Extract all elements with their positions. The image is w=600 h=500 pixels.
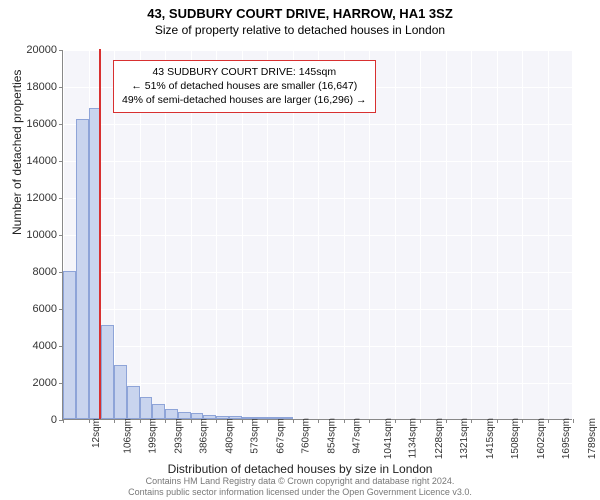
tick-x bbox=[140, 419, 141, 423]
histogram-bar bbox=[127, 386, 140, 419]
x-tick-label: 1134sqm bbox=[407, 418, 418, 458]
histogram-bar bbox=[242, 417, 255, 419]
x-tick-label: 760sqm bbox=[301, 418, 312, 454]
histogram-bar bbox=[203, 415, 216, 419]
histogram-bar bbox=[63, 271, 76, 419]
tick-x bbox=[446, 419, 447, 423]
tick-x bbox=[522, 419, 523, 423]
x-tick-label: 1695sqm bbox=[561, 418, 572, 459]
gridline-v bbox=[573, 50, 574, 419]
tick-x bbox=[420, 419, 421, 423]
histogram-bar bbox=[254, 417, 267, 419]
gridline-v bbox=[446, 50, 447, 419]
x-tick-label: 1228sqm bbox=[434, 418, 445, 459]
tick-x bbox=[395, 419, 396, 423]
histogram-bar bbox=[178, 412, 191, 419]
gridline-v bbox=[548, 50, 549, 419]
x-tick-label: 1041sqm bbox=[383, 418, 394, 459]
x-tick-label: 667sqm bbox=[275, 418, 286, 454]
histogram-bar bbox=[152, 404, 165, 419]
tick-x bbox=[267, 419, 268, 423]
x-tick-label: 1602sqm bbox=[536, 418, 547, 459]
y-tick-label: 20000 bbox=[9, 44, 57, 56]
gridline-v bbox=[522, 50, 523, 419]
y-tick-label: 8000 bbox=[9, 266, 57, 278]
annotation-line: 49% of semi-detached houses are larger (… bbox=[122, 93, 367, 107]
x-tick-label: 573sqm bbox=[250, 418, 261, 454]
x-tick-label: 106sqm bbox=[122, 418, 133, 454]
tick-x bbox=[216, 419, 217, 423]
y-tick-label: 6000 bbox=[9, 303, 57, 315]
x-tick-label: 947sqm bbox=[352, 418, 363, 454]
x-tick-label: 12sqm bbox=[91, 418, 102, 448]
tick-x bbox=[114, 419, 115, 423]
x-tick-label: 1508sqm bbox=[510, 418, 521, 459]
histogram-bar bbox=[191, 413, 204, 419]
tick-x bbox=[318, 419, 319, 423]
y-axis-title: Number of detached properties bbox=[10, 70, 24, 235]
page-subtitle: Size of property relative to detached ho… bbox=[0, 21, 600, 37]
x-tick-label: 1321sqm bbox=[459, 418, 470, 459]
histogram-plot: 0200040006000800010000120001400016000180… bbox=[62, 50, 572, 420]
x-tick-label: 199sqm bbox=[148, 418, 159, 454]
histogram-bar bbox=[165, 409, 178, 419]
gridline-v bbox=[395, 50, 396, 419]
tick-x bbox=[471, 419, 472, 423]
x-tick-label: 386sqm bbox=[199, 418, 210, 454]
histogram-bar bbox=[216, 416, 229, 419]
x-axis-title: Distribution of detached houses by size … bbox=[0, 462, 600, 476]
property-annotation: 43 SUDBURY COURT DRIVE: 145sqm← 51% of d… bbox=[113, 60, 376, 113]
y-tick-label: 18000 bbox=[9, 81, 57, 93]
tick-x bbox=[369, 419, 370, 423]
y-tick-label: 0 bbox=[9, 414, 57, 426]
y-tick-label: 2000 bbox=[9, 377, 57, 389]
gridline-v bbox=[497, 50, 498, 419]
tick-x bbox=[165, 419, 166, 423]
tick-x bbox=[191, 419, 192, 423]
tick-x bbox=[497, 419, 498, 423]
y-tick-label: 14000 bbox=[9, 155, 57, 167]
x-tick-label: 480sqm bbox=[224, 418, 235, 454]
annotation-line: 43 SUDBURY COURT DRIVE: 145sqm bbox=[122, 65, 367, 79]
histogram-bar bbox=[76, 119, 89, 419]
tick-x bbox=[293, 419, 294, 423]
histogram-bar bbox=[267, 417, 280, 419]
footer-line-2: Contains public sector information licen… bbox=[0, 487, 600, 498]
footer-attribution: Contains HM Land Registry data © Crown c… bbox=[0, 476, 600, 498]
histogram-bar bbox=[140, 397, 153, 419]
gridline-v bbox=[420, 50, 421, 419]
x-tick-label: 293sqm bbox=[173, 418, 184, 454]
histogram-bar bbox=[114, 365, 127, 419]
tick-x bbox=[573, 419, 574, 423]
gridline-v bbox=[471, 50, 472, 419]
y-tick-label: 16000 bbox=[9, 118, 57, 130]
tick-x bbox=[548, 419, 549, 423]
tick-x bbox=[344, 419, 345, 423]
y-tick-label: 10000 bbox=[9, 229, 57, 241]
histogram-bar bbox=[101, 325, 114, 419]
x-tick-label: 1789sqm bbox=[587, 418, 598, 459]
x-tick-label: 1415sqm bbox=[485, 418, 496, 459]
tick-x bbox=[63, 419, 64, 423]
y-tick-label: 4000 bbox=[9, 340, 57, 352]
footer-line-1: Contains HM Land Registry data © Crown c… bbox=[0, 476, 600, 487]
histogram-bar bbox=[229, 416, 242, 419]
annotation-line: ← 51% of detached houses are smaller (16… bbox=[122, 79, 367, 93]
x-tick-label: 854sqm bbox=[326, 418, 337, 454]
y-tick-label: 12000 bbox=[9, 192, 57, 204]
chart-area: 0200040006000800010000120001400016000180… bbox=[62, 50, 572, 420]
histogram-bar bbox=[280, 417, 293, 419]
tick-x bbox=[89, 419, 90, 423]
page-title: 43, SUDBURY COURT DRIVE, HARROW, HA1 3SZ bbox=[0, 0, 600, 21]
property-marker-line bbox=[99, 49, 101, 419]
tick-x bbox=[242, 419, 243, 423]
